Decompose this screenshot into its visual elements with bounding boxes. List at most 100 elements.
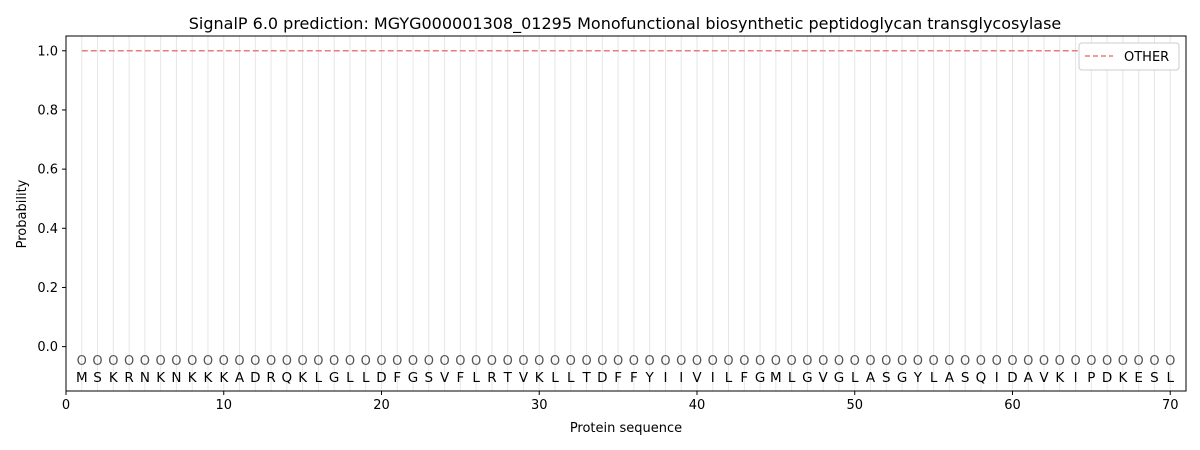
residue-label: V xyxy=(1039,370,1049,386)
region-label: O xyxy=(266,354,276,369)
residue-label: N xyxy=(171,370,181,386)
residue-label: I xyxy=(663,370,667,386)
residue-label: K xyxy=(156,370,166,386)
region-label: O xyxy=(897,354,907,369)
region-label: O xyxy=(124,354,134,369)
residue-label: D xyxy=(250,370,260,386)
region-label: O xyxy=(408,354,418,369)
region-label: O xyxy=(566,354,576,369)
region-label: O xyxy=(1039,354,1049,369)
residue-label: G xyxy=(408,370,418,386)
region-label: O xyxy=(581,354,591,369)
y-tick-label: 0.2 xyxy=(37,281,58,296)
region-label: O xyxy=(203,354,213,369)
residue-label: G xyxy=(755,370,765,386)
residue-label: V xyxy=(519,370,529,386)
legend-label-other: OTHER xyxy=(1124,50,1169,65)
region-label: O xyxy=(802,354,812,369)
residue-label: S xyxy=(961,370,970,386)
residue-label: V xyxy=(819,370,829,386)
region-label: O xyxy=(1023,354,1033,369)
region-label: O xyxy=(960,354,970,369)
residue-label: L xyxy=(851,370,859,386)
region-label: O xyxy=(913,354,923,369)
residue-label: G xyxy=(834,370,844,386)
residue-label: T xyxy=(581,370,591,386)
x-tick-label: 70 xyxy=(1162,398,1179,413)
region-label: O xyxy=(455,354,465,369)
residue-label: I xyxy=(1074,370,1078,386)
region-label: O xyxy=(708,354,718,369)
residue-label: M xyxy=(770,370,782,386)
region-label: O xyxy=(487,354,497,369)
region-label: O xyxy=(1149,354,1159,369)
region-label: O xyxy=(471,354,481,369)
residue-label: L xyxy=(1166,370,1174,386)
residue-label: S xyxy=(425,370,434,386)
region-label: O xyxy=(676,354,686,369)
region-label: O xyxy=(976,354,986,369)
region-label: O xyxy=(108,354,118,369)
residue-label: G xyxy=(329,370,339,386)
residue-label: L xyxy=(567,370,575,386)
residue-label: R xyxy=(124,370,133,386)
residue-label: L xyxy=(551,370,559,386)
region-label: O xyxy=(392,354,402,369)
x-tick-label: 40 xyxy=(689,398,706,413)
residue-label: L xyxy=(788,370,796,386)
residue-label: Y xyxy=(913,370,923,386)
y-tick-label: 1.0 xyxy=(37,44,58,59)
region-label: O xyxy=(928,354,938,369)
region-label: O xyxy=(865,354,875,369)
region-label: O xyxy=(550,354,560,369)
y-tick-label: 0.6 xyxy=(37,163,58,178)
x-tick-label: 30 xyxy=(531,398,548,413)
residue-label: D xyxy=(1007,370,1017,386)
region-label: O xyxy=(834,354,844,369)
residue-label: I xyxy=(995,370,999,386)
region-label: O xyxy=(171,354,181,369)
residue-label: A xyxy=(1024,370,1034,386)
region-label: O xyxy=(250,354,260,369)
residue-label: F xyxy=(630,370,638,386)
region-label: O xyxy=(219,354,229,369)
residue-label: S xyxy=(93,370,102,386)
residue-label: T xyxy=(503,370,513,386)
region-label: O xyxy=(1007,354,1017,369)
residue-label: M xyxy=(76,370,88,386)
x-axis: 0 10 20 30 40 50 60 70 xyxy=(62,391,1179,413)
residue-gridlines xyxy=(81,36,1171,391)
region-label: O xyxy=(534,354,544,369)
region-label: O xyxy=(692,354,702,369)
residue-label: V xyxy=(692,370,702,386)
residue-label: L xyxy=(472,370,480,386)
residue-label: P xyxy=(1087,370,1095,386)
region-label: O xyxy=(1134,354,1144,369)
residue-label: F xyxy=(393,370,401,386)
region-label: O xyxy=(77,354,87,369)
region-label: O xyxy=(345,354,355,369)
residue-label: F xyxy=(614,370,622,386)
y-tick-label: 0.8 xyxy=(37,103,58,118)
region-label: O xyxy=(140,354,150,369)
region-label: O xyxy=(944,354,954,369)
region-label: O xyxy=(1118,354,1128,369)
x-tick-label: 50 xyxy=(846,398,863,413)
region-label: O xyxy=(1070,354,1080,369)
region-label: O xyxy=(992,354,1002,369)
x-axis-title: Protein sequence xyxy=(570,421,682,436)
residue-label: R xyxy=(266,370,275,386)
region-label: O xyxy=(439,354,449,369)
residue-label: A xyxy=(945,370,955,386)
region-label: O xyxy=(1165,354,1175,369)
region-label: O xyxy=(597,354,607,369)
region-label: O xyxy=(282,354,292,369)
residue-label: G xyxy=(802,370,812,386)
residue-label: S xyxy=(882,370,891,386)
residue-label: A xyxy=(866,370,876,386)
residue-label: S xyxy=(1150,370,1159,386)
region-label: O xyxy=(1055,354,1065,369)
y-tick-label: 0.4 xyxy=(37,222,58,237)
region-label: O xyxy=(818,354,828,369)
